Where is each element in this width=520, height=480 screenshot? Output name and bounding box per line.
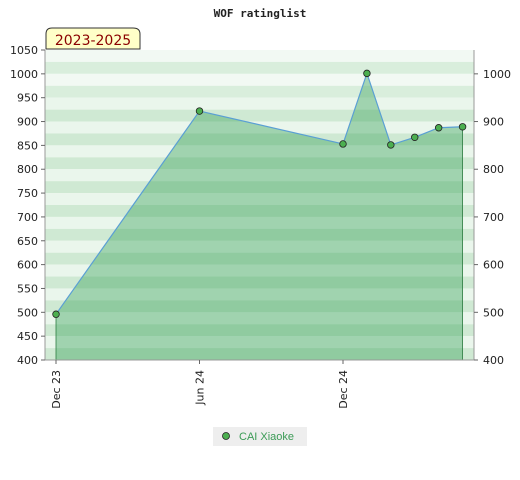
grid-band — [45, 252, 474, 265]
y-left-tick-label: 500 — [17, 306, 38, 319]
grid-band — [45, 145, 474, 158]
background-bands — [45, 50, 474, 360]
grid-band — [45, 300, 474, 313]
grid-band — [45, 50, 474, 62]
grid-band — [45, 73, 474, 86]
grid-band — [45, 264, 474, 277]
y-left-tick-label: 1000 — [10, 68, 38, 81]
grid-band — [45, 85, 474, 98]
y-left-tick-label: 700 — [17, 211, 38, 224]
y-axis-left: 400 450 500 550 600 650 700 750 800 850 900 950 1000… — [10, 44, 45, 367]
grid-band — [45, 97, 474, 110]
chart-title: WOF ratinglist — [214, 7, 307, 20]
data-point — [434, 124, 443, 132]
series-line — [55, 71, 463, 315]
legend-marker-icon — [222, 432, 230, 440]
year-badge-box — [45, 27, 141, 50]
y-left-tick-label: 400 — [17, 354, 38, 367]
grid-band — [45, 240, 474, 253]
y-left-tick-label: 1050 — [10, 44, 38, 57]
data-point — [52, 310, 60, 318]
y-axis-right: 400 500 600 700 800 900 1000 — [474, 68, 511, 367]
y-right-tick-label: 800 — [483, 163, 504, 176]
y-left-tick-label: 550 — [17, 282, 38, 295]
y-right-tick-label: 500 — [483, 306, 504, 319]
y-left-tick-label: 750 — [17, 187, 38, 200]
grid-band — [45, 157, 474, 170]
x-tick-label: Dec 24 — [337, 370, 350, 409]
area-layer — [55, 71, 463, 360]
series-area — [56, 73, 463, 360]
y-right-tick-label: 900 — [483, 116, 504, 129]
y-right-tick-label: 400 — [483, 354, 504, 367]
year-badge-label: 2023-2025 — [55, 33, 131, 49]
grid-band — [45, 228, 474, 241]
series-points — [52, 69, 467, 318]
data-point — [363, 69, 371, 78]
grid-band — [45, 288, 474, 301]
y-left-tick-label: 850 — [17, 139, 38, 152]
data-point — [195, 107, 204, 115]
y-right-tick-label: 600 — [483, 259, 504, 272]
grid-band — [45, 169, 474, 182]
grid-band — [45, 109, 474, 122]
grid-band — [45, 121, 474, 134]
grid-band — [45, 348, 474, 360]
grid-band — [45, 205, 474, 217]
x-axis: Dec 23 Jun 24 Dec 24 — [50, 360, 350, 409]
y-left-tick-label: 450 — [17, 330, 38, 343]
y-left-tick-label: 600 — [17, 259, 38, 272]
y-left-tick-label: 950 — [17, 92, 38, 105]
data-point — [458, 123, 467, 131]
legend[interactable]: CAI Xiaoke — [213, 427, 307, 446]
data-point — [411, 133, 419, 141]
grid-band — [45, 181, 474, 194]
x-tick-label: Jun 24 — [194, 370, 207, 406]
grid-band — [45, 324, 474, 337]
data-point — [339, 140, 347, 148]
grid-band — [45, 276, 474, 289]
grid-band — [45, 312, 474, 325]
axes — [44, 50, 475, 361]
data-point — [387, 141, 395, 149]
x-tick-label: Dec 23 — [50, 370, 63, 409]
y-right-tick-label: 1000 — [483, 68, 511, 81]
grid-band — [45, 193, 474, 205]
y-right-tick-label: 700 — [483, 211, 504, 224]
y-left-tick-label: 900 — [17, 116, 38, 129]
grid-band — [45, 216, 474, 229]
year-badge: 2023-2025 — [45, 27, 141, 50]
grid-band — [45, 336, 474, 349]
y-left-tick-label: 800 — [17, 163, 38, 176]
y-left-tick-label: 650 — [17, 235, 38, 248]
legend-label: CAI Xiaoke — [239, 431, 294, 443]
grid-band — [45, 61, 474, 74]
legend-box — [213, 427, 307, 446]
grid-band — [45, 133, 474, 146]
